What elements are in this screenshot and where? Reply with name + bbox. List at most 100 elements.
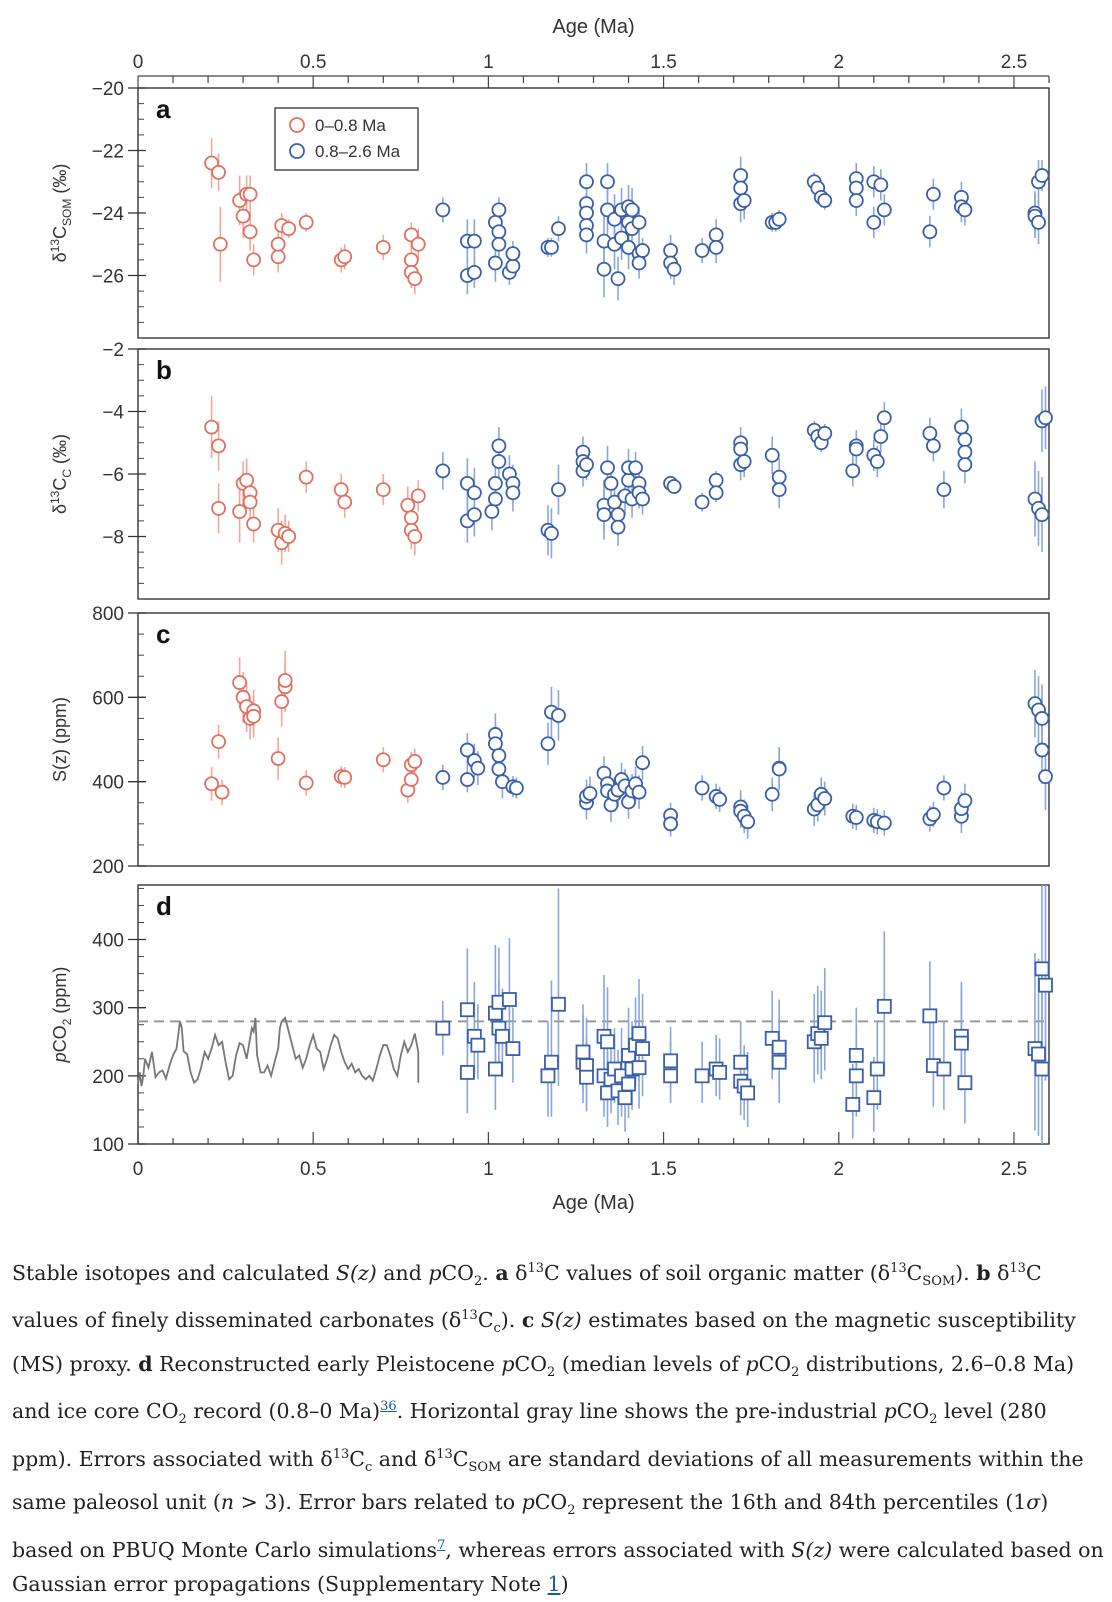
data-point-circle bbox=[957, 457, 973, 473]
ref-link-7[interactable]: 7 bbox=[437, 1537, 446, 1553]
data-point-circle bbox=[466, 264, 482, 280]
data-point-circle bbox=[491, 438, 507, 454]
caption-panel-b: b bbox=[976, 1260, 991, 1285]
y-tick-label: 200 bbox=[92, 1067, 124, 1088]
data-point-circle bbox=[298, 775, 314, 791]
data-point-circle bbox=[491, 761, 507, 777]
data-point-circle bbox=[579, 227, 594, 243]
data-point-square bbox=[1038, 977, 1053, 993]
data-point-circle bbox=[487, 491, 503, 507]
figure: 0 0.5 1 1.5 2 2.5 Age (Ma) 0 0.5 1 1.5 2 2.5 Age (Ma)… bbox=[48, 16, 1053, 1214]
panel-a: −20 −22 −24 −26 a δ13CSOM (‰) bbox=[48, 79, 1050, 339]
data-point-circle bbox=[582, 786, 598, 801]
panel-c: 200 400 600 800 c S(z) (ppm) bbox=[50, 604, 1053, 878]
data-point-circle bbox=[708, 485, 724, 501]
y-tick-label: −20 bbox=[92, 79, 124, 100]
data-point-circle bbox=[610, 271, 626, 287]
y-axis-title: pCO2 (ppm) bbox=[50, 967, 74, 1064]
data-point-circle bbox=[925, 807, 941, 822]
data-point-square bbox=[621, 1076, 636, 1092]
figure-caption: Stable isotopes and calculated S(z) and … bbox=[12, 1260, 1104, 1597]
data-point-square bbox=[505, 1041, 521, 1056]
data-point-circle bbox=[235, 208, 251, 224]
data-point-circle bbox=[466, 233, 482, 249]
data-point-circle bbox=[274, 694, 290, 709]
data-point-circle bbox=[375, 482, 391, 498]
data-point-circle bbox=[954, 419, 969, 435]
data-point-square bbox=[1031, 1046, 1046, 1062]
y-tick-label: −22 bbox=[92, 142, 124, 163]
data-point-square bbox=[540, 1068, 556, 1084]
data-point-circle bbox=[298, 469, 314, 485]
data-point-circle bbox=[771, 761, 787, 777]
data-point-circle bbox=[491, 236, 507, 252]
data-point-circle bbox=[551, 708, 566, 723]
data-point-circle bbox=[957, 432, 973, 448]
data-point-circle bbox=[375, 752, 391, 768]
data-point-circle bbox=[466, 507, 482, 523]
data-point-circle bbox=[270, 236, 286, 252]
data-point-circle bbox=[873, 177, 889, 193]
data-point-circle bbox=[1034, 168, 1050, 183]
data-point-circle bbox=[270, 751, 286, 766]
data-point-circle bbox=[922, 224, 938, 240]
data-point-circle bbox=[596, 261, 612, 277]
data-point-circle bbox=[505, 246, 521, 262]
data-point-circle bbox=[925, 438, 941, 454]
bottom-tick-label: 0.5 bbox=[300, 1159, 326, 1180]
data-point-circle bbox=[694, 780, 710, 796]
y-tick-label: 400 bbox=[92, 931, 124, 952]
data-point-circle bbox=[666, 479, 682, 494]
data-point-circle bbox=[466, 485, 482, 501]
y-tick-label: −2 bbox=[102, 340, 124, 361]
panel-frame bbox=[137, 884, 1050, 1145]
data-point-circle bbox=[281, 221, 297, 237]
data-point-square bbox=[957, 1075, 973, 1091]
data-point-circle bbox=[246, 708, 262, 724]
data-point-circle bbox=[484, 504, 500, 519]
data-point-square bbox=[435, 1020, 451, 1036]
ref-link-supp-note-1[interactable]: 1 bbox=[547, 1572, 561, 1597]
panel-frame bbox=[137, 348, 1050, 600]
data-point-circle bbox=[957, 793, 973, 809]
data-point-circle bbox=[922, 425, 938, 441]
data-point-square bbox=[694, 1068, 710, 1084]
data-point-square bbox=[771, 1054, 787, 1070]
data-point-circle bbox=[936, 482, 952, 498]
data-point-square bbox=[1034, 961, 1050, 977]
data-point-circle bbox=[600, 174, 615, 190]
data-point-circle bbox=[708, 239, 724, 255]
data-point-circle bbox=[712, 791, 728, 807]
data-point-circle bbox=[628, 460, 643, 476]
data-point-square bbox=[848, 1047, 864, 1063]
y-tick-label: 300 bbox=[92, 999, 124, 1020]
data-point-circle bbox=[333, 482, 349, 498]
data-point-circle bbox=[204, 419, 219, 435]
data-point-circle bbox=[211, 734, 226, 750]
data-point-circle bbox=[435, 463, 451, 479]
data-point-square bbox=[631, 1026, 647, 1041]
data-point-circle bbox=[736, 193, 752, 208]
data-point-circle bbox=[337, 494, 353, 510]
data-point-square bbox=[866, 1090, 882, 1106]
data-point-circle bbox=[771, 482, 787, 498]
data-point-square bbox=[1034, 1061, 1050, 1077]
data-point-square bbox=[740, 1085, 756, 1101]
data-point-square bbox=[579, 1069, 594, 1085]
panel-letter: d bbox=[156, 891, 172, 921]
ref-link-36[interactable]: 36 bbox=[380, 1399, 397, 1415]
data-point-circle bbox=[1034, 507, 1050, 523]
data-point-circle bbox=[544, 525, 559, 541]
y-tick-label: −4 bbox=[102, 403, 124, 424]
data-point-circle bbox=[403, 772, 419, 787]
caption-panel-d: d bbox=[138, 1351, 153, 1376]
data-point-circle bbox=[544, 239, 559, 255]
data-point-circle bbox=[873, 429, 889, 444]
data-point-circle bbox=[277, 673, 293, 688]
data-point-circle bbox=[631, 784, 647, 800]
data-point-circle bbox=[242, 186, 258, 202]
data-point-circle bbox=[635, 755, 650, 771]
data-point-square bbox=[813, 1030, 829, 1046]
data-point-square bbox=[551, 996, 566, 1012]
data-point-circle bbox=[635, 243, 650, 258]
